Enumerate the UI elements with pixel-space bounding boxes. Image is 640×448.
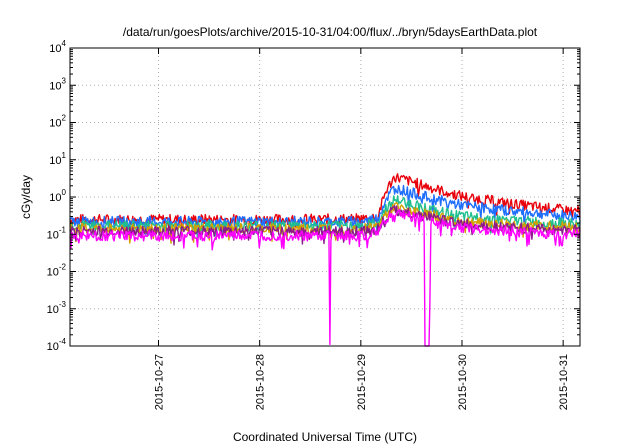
- series-line-5: [69, 208, 581, 347]
- y-tick-label: 10-1: [47, 225, 67, 241]
- x-tick-label: 2015-10-29: [356, 354, 368, 410]
- chart-title: /data/run/goesPlots/archive/2015-10-31/0…: [123, 25, 538, 39]
- x-axis: 2015-10-27 2015-10-28 2015-10-29 2015-10-30…: [154, 48, 570, 410]
- y-axis-label: cGy/day: [19, 175, 33, 219]
- series-group: [69, 173, 581, 347]
- y-tick-label: 100: [49, 188, 66, 204]
- y-tick-label: 101: [49, 151, 66, 167]
- x-tick-label: 2015-10-30: [457, 354, 469, 410]
- y-tick-label: 10-3: [47, 300, 67, 316]
- series-line-1: [69, 184, 581, 237]
- y-tick-label: 102: [49, 114, 66, 130]
- y-tick-label: 10-4: [47, 337, 67, 353]
- grid: [70, 48, 580, 346]
- y-tick-label: 103: [49, 76, 66, 92]
- y-tick-label: 104: [49, 39, 66, 55]
- y-axis: 10-4 10-3 10-2 10-1 100 101 102 103 104: [47, 39, 580, 353]
- x-tick-label: 2015-10-27: [154, 354, 166, 410]
- y-tick-label: 10-2: [47, 263, 67, 279]
- x-tick-label: 2015-10-28: [255, 354, 267, 410]
- x-axis-label: Coordinated Universal Time (UTC): [233, 430, 417, 444]
- series-line-4: [69, 205, 581, 246]
- x-tick-label: 2015-10-31: [558, 354, 570, 410]
